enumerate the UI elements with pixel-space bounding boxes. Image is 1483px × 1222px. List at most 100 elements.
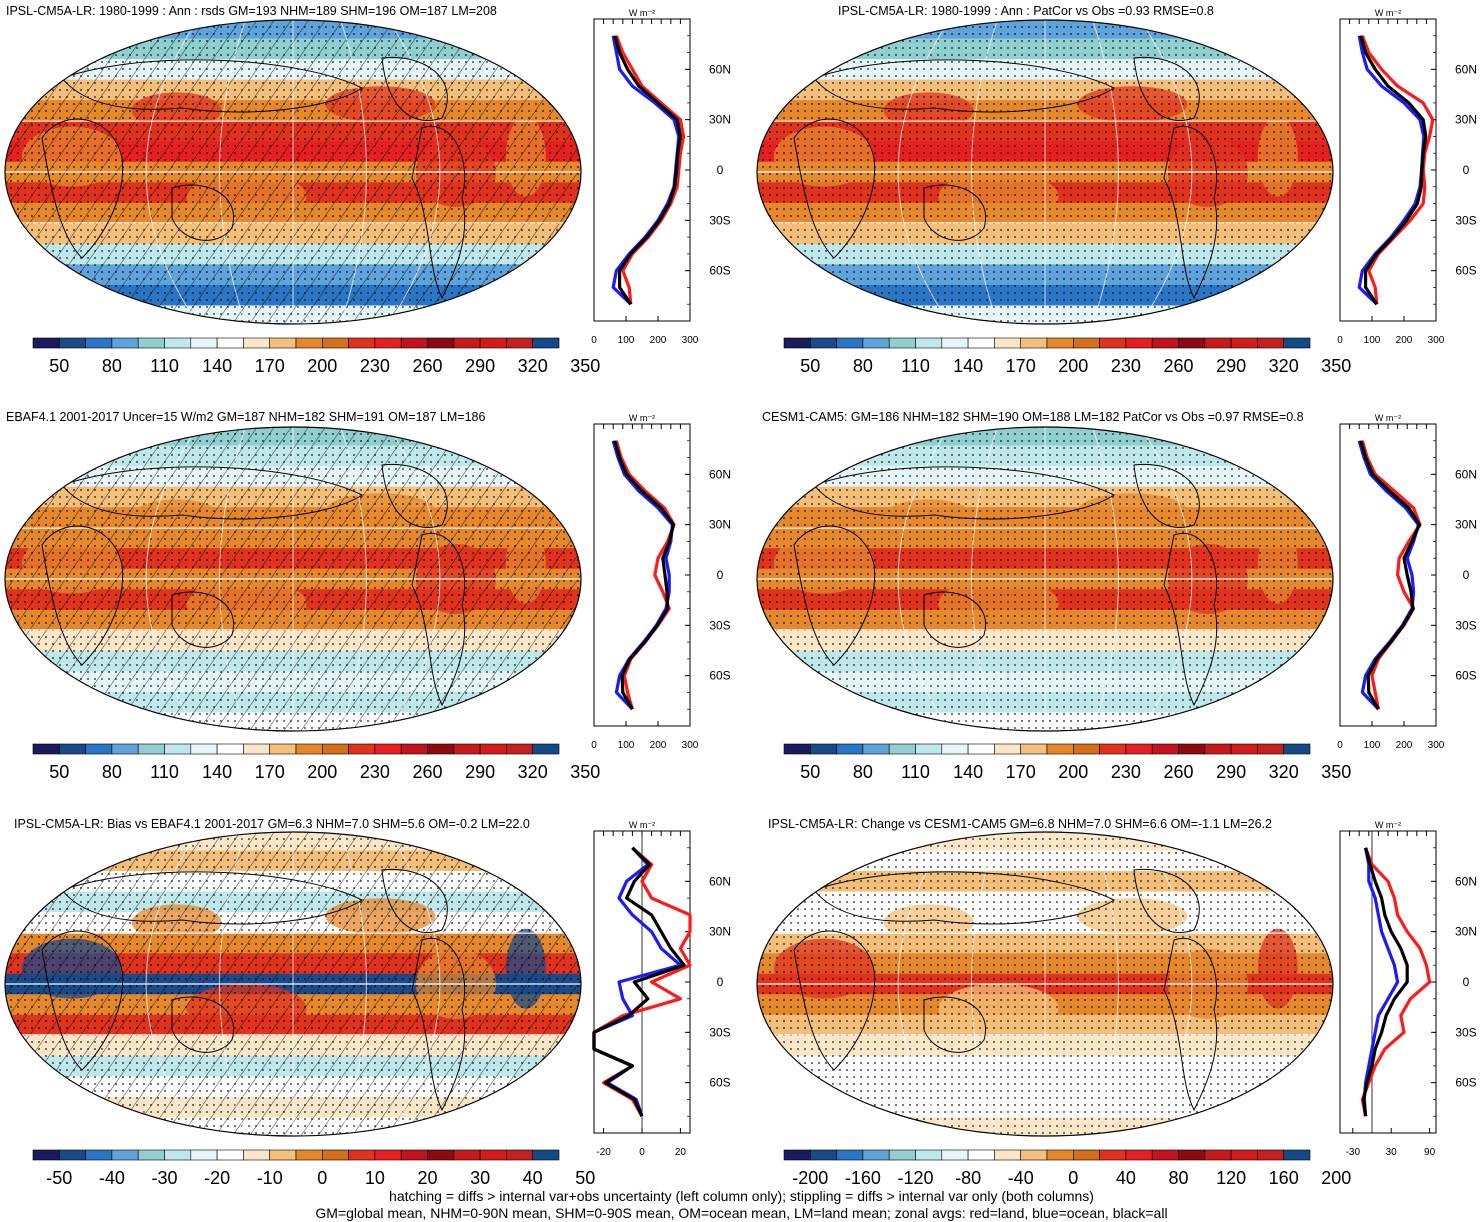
zonal-line-land — [1360, 440, 1422, 710]
zonal-line-land — [614, 35, 686, 305]
x-tick-label: 300 — [1428, 335, 1445, 346]
lat-tick-label: 30S — [709, 1025, 730, 1039]
colorbar-tick-label: 350 — [570, 762, 600, 782]
colorbar-swatch — [85, 1149, 113, 1161]
colorbar-swatch — [164, 337, 192, 349]
continent-outline — [923, 184, 987, 241]
colorbar-swatch — [216, 337, 244, 349]
colorbar-swatch — [506, 337, 533, 349]
colorbar-swatch — [453, 743, 481, 755]
unit-label: W m⁻² — [1375, 8, 1401, 18]
colorbar-tick-label: 170 — [1006, 356, 1036, 376]
lat-tick-label: 30S — [1455, 213, 1476, 227]
colorbar-swatch — [321, 1149, 349, 1161]
lat-tick-label: 30S — [709, 213, 730, 227]
colorbar-swatch — [85, 743, 113, 755]
x-tick-label: 0 — [591, 740, 597, 751]
colorbar-swatch — [190, 743, 218, 755]
colorbar-tick-label: 320 — [518, 356, 548, 376]
colorbar-tick-label: 290 — [1216, 762, 1246, 782]
colorbar-swatch — [479, 1149, 507, 1161]
colorbar-swatch — [1099, 1149, 1127, 1161]
graticule-lon — [971, 427, 998, 731]
continent-outline — [923, 996, 987, 1053]
lat-tick-label: 30N — [1455, 925, 1477, 939]
colorbar-swatch — [374, 743, 402, 755]
zonal-panel-0: W m⁻² 60N 30N 0 30S 60S 0 100 200 300 — [591, 8, 731, 346]
colorbar-tick-label: 50 — [49, 356, 69, 376]
colorbar-swatch — [783, 337, 811, 349]
zonal-panel-3: W m⁻² 60N 30N 0 30S 60S 0 100 200 300 — [1337, 413, 1477, 751]
map-field — [5, 20, 581, 324]
colorbar-swatch — [1046, 743, 1074, 755]
lat-tick-label: 30S — [1455, 618, 1476, 632]
map-field — [5, 832, 581, 1136]
colorbar-tick-label: -80 — [955, 1168, 981, 1188]
continent-outline — [923, 591, 987, 648]
colorbar-tick-label: 110 — [901, 356, 930, 376]
colorbar-swatch — [137, 743, 165, 755]
colorbar-tick-label: 140 — [202, 762, 232, 782]
colorbar-tick-label: 160 — [1269, 1168, 1299, 1188]
colorbar-swatch — [1020, 337, 1048, 349]
colorbar-swatch — [941, 743, 969, 755]
colorbar-swatch — [137, 337, 165, 349]
graticule-lon — [219, 832, 246, 1136]
continent-outline — [41, 930, 124, 1071]
continent-outline — [1133, 868, 1200, 933]
colorbar-swatch — [32, 1149, 60, 1161]
colorbar-tick-label: 350 — [570, 356, 600, 376]
colorbar-swatch — [532, 743, 560, 755]
colorbar-swatch — [836, 1149, 864, 1161]
zonal-line-all — [592, 846, 686, 1117]
continent-outline — [411, 937, 466, 1112]
colorbar-tick-label: 80 — [102, 762, 122, 782]
colorbar-swatch — [348, 743, 376, 755]
colorbar-swatch — [348, 1149, 376, 1161]
continent-outline — [171, 996, 235, 1053]
colorbar-tick-label: 200 — [1058, 356, 1088, 376]
colorbar-swatch — [994, 1149, 1021, 1161]
colorbar-swatch — [295, 1149, 323, 1161]
unit-label: W m⁻² — [629, 8, 655, 18]
zonal-frame — [593, 423, 691, 727]
map-panel-3 — [756, 426, 1334, 732]
colorbar-swatch — [1072, 337, 1100, 349]
zonal-panel-1: W m⁻² 60N 30N 0 30S 60S 0 100 200 300 — [1337, 8, 1477, 346]
continent-outline — [793, 930, 876, 1071]
x-tick-label: 100 — [1364, 335, 1381, 346]
colorbar-tick-label: -200 — [792, 1168, 828, 1188]
map-border — [4, 426, 582, 732]
colorbar-tick-label: 320 — [1269, 356, 1299, 376]
colorbar-swatch — [85, 337, 113, 349]
colorbar-swatch — [862, 743, 890, 755]
panel-title-3: CESM1-CAM5: GM=186 NHM=182 SHM=190 OM=18… — [762, 410, 1304, 424]
colorbar-swatch — [111, 1149, 139, 1161]
colorbar-tick-label: 170 — [255, 356, 285, 376]
colorbar-swatch — [994, 743, 1021, 755]
colorbar-swatch — [783, 743, 811, 755]
footer-line-1: hatching = diffs > internal var+obs unce… — [389, 1188, 1094, 1204]
colorbar-tick-label: -40 — [99, 1168, 125, 1188]
colorbar-swatch — [400, 743, 428, 755]
colorbar-swatch — [348, 337, 376, 349]
panel-title-2: EBAF4.1 2001-2017 Uncer=15 W/m2 GM=187 N… — [6, 410, 486, 424]
colorbar-swatch — [915, 1149, 943, 1161]
continent-outline — [793, 118, 876, 259]
map-panel-1 — [756, 19, 1334, 325]
lat-tick-label: 30N — [1455, 113, 1477, 127]
colorbar-swatch — [1257, 1149, 1284, 1161]
colorbar-swatch — [58, 1149, 86, 1161]
colorbar-swatch — [190, 1149, 218, 1161]
continent-outline — [171, 591, 235, 648]
map-field — [5, 427, 581, 731]
panel-title-0: IPSL-CM5A-LR: 1980-1999 : Ann : rsds GM=… — [6, 4, 497, 18]
lat-tick-label: 0 — [717, 568, 724, 582]
colorbar-swatch — [888, 337, 916, 349]
graticule-lon — [1092, 20, 1119, 324]
continent-outline — [1133, 463, 1200, 528]
zonal-line-all — [1359, 35, 1428, 306]
colorbar-swatch — [1230, 743, 1258, 755]
colorbar-5: -200 -160 -120 -80 -40 0 40 80 120 160 200 — [783, 1149, 1351, 1188]
colorbar-swatch — [862, 1149, 890, 1161]
